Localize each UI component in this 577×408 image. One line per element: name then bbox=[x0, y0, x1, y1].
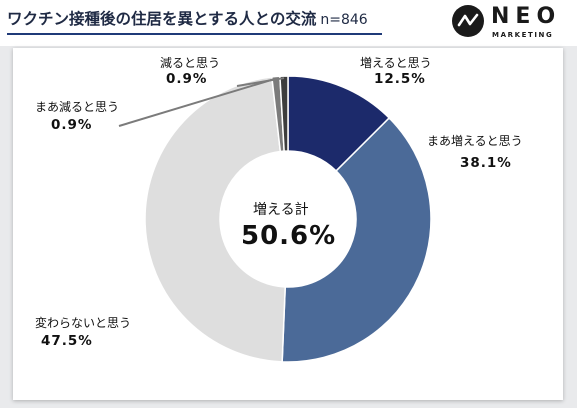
slice-somewhat-increase bbox=[281, 116, 432, 363]
label-somewhat-increase-text: まあ増えると思う bbox=[427, 134, 523, 148]
leader-somewhat-decrease bbox=[118, 77, 277, 127]
donut-chart bbox=[118, 75, 432, 363]
label-increase: 増えると思う 12.5% bbox=[360, 54, 432, 87]
label-decrease-text: 減ると思う bbox=[160, 56, 221, 70]
label-unchanged: 変わらないと思う 47.5% bbox=[35, 314, 131, 349]
label-unchanged-pct: 47.5% bbox=[41, 333, 93, 349]
label-somewhat-increase: まあ増えると思う 38.1% bbox=[427, 132, 523, 171]
label-somewhat-increase-pct: 38.1% bbox=[460, 155, 512, 171]
label-increase-pct: 12.5% bbox=[374, 71, 426, 87]
label-unchanged-text: 変わらないと思う bbox=[35, 316, 132, 330]
logo-mark-icon bbox=[452, 5, 484, 37]
center-value: 50.6% bbox=[241, 221, 337, 251]
header: ワクチン接種後の住居を異とする人との交流 n=846 NEO MARKETING bbox=[0, 0, 577, 46]
chart-title: ワクチン接種後の住居を異とする人との交流 n=846 bbox=[7, 7, 368, 29]
label-somewhat-decrease-text: まあ減ると思う bbox=[35, 100, 120, 114]
sample-size: n=846 bbox=[320, 12, 368, 28]
label-decrease-pct: 0.9% bbox=[166, 71, 208, 87]
label-somewhat-decrease: まあ減ると思う 0.9% bbox=[35, 98, 119, 133]
chart-panel: 増えると思う 12.5% まあ増えると思う 38.1% 変わらないと思う 47.… bbox=[13, 48, 563, 400]
center-label: 増える計 bbox=[253, 202, 309, 218]
leader-decrease bbox=[236, 77, 285, 87]
neo-marketing-logo: NEO MARKETING bbox=[452, 4, 570, 42]
slice-decrease bbox=[279, 75, 289, 152]
title-text: ワクチン接種後の住居を異とする人との交流 bbox=[7, 10, 317, 28]
slice-unchanged bbox=[144, 76, 287, 363]
label-decrease: 減ると思う 0.9% bbox=[160, 54, 220, 87]
label-increase-text: 増えると思う bbox=[360, 56, 432, 70]
label-somewhat-decrease-pct: 0.9% bbox=[51, 117, 93, 133]
title-underline bbox=[7, 33, 382, 35]
logo-subtext: MARKETING bbox=[492, 31, 554, 39]
logo-text: NEO bbox=[491, 4, 562, 29]
